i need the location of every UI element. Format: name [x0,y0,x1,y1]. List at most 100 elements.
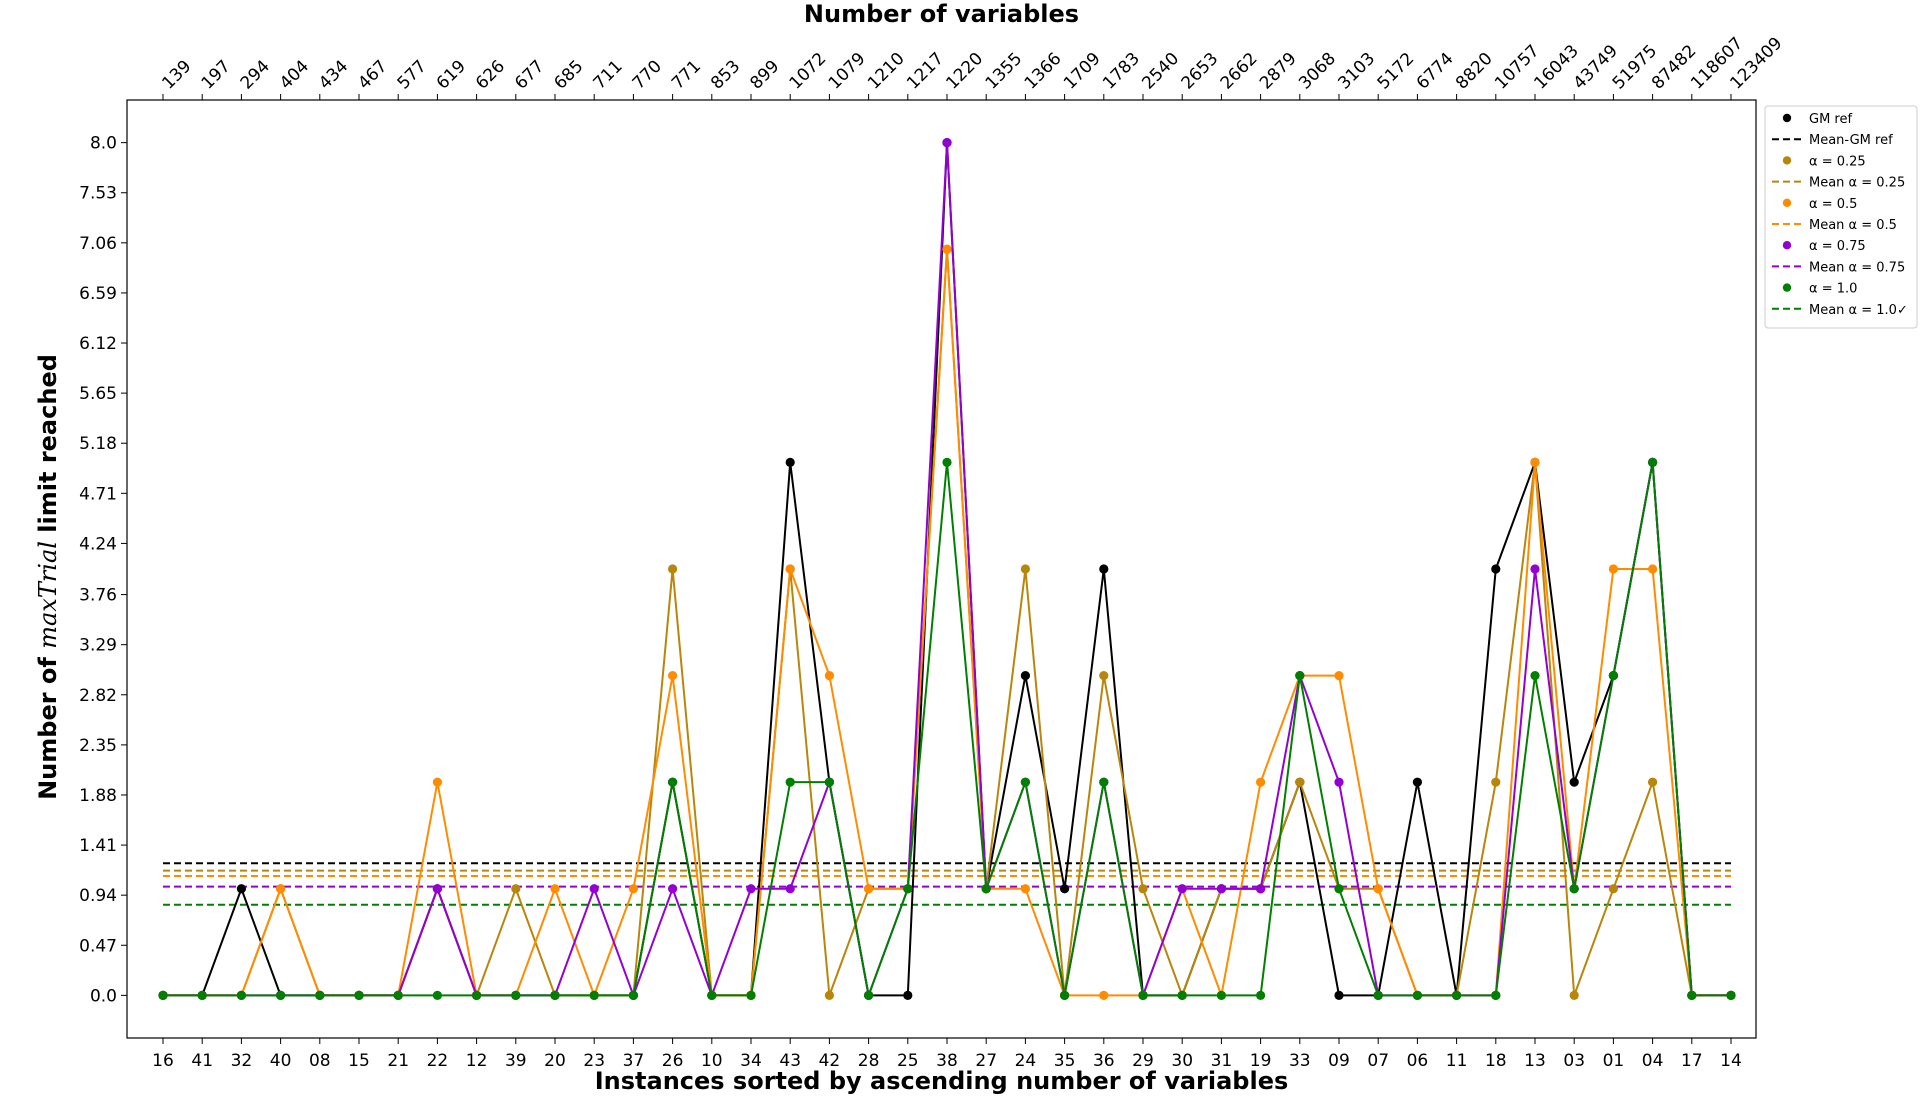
top-tick-label: 677 [511,56,548,93]
legend-label: α = 1.0 [1809,282,1857,297]
data-point [1569,777,1579,787]
y-axis-title-part: Number of [34,649,62,800]
top-tick-label: 3068 [1295,49,1340,94]
data-point [1373,884,1383,894]
data-point [1020,670,1030,681]
data-point [981,884,991,894]
data-point [746,990,756,1000]
top-tick-label: 2653 [1178,49,1223,94]
legend-label: Mean α = 0.25 [1809,176,1905,191]
x-tick-label: 28 [858,1051,880,1071]
data-point [236,884,246,894]
legend-label: α = 0.75 [1809,239,1866,254]
data-point [1726,990,1736,1000]
x-tick-label: 06 [1407,1051,1429,1071]
y-tick-label: 8.0 [90,134,117,154]
data-point [1099,670,1109,681]
series-line [163,462,1731,1000]
legend-label: GM ref [1809,112,1852,127]
x-tick-label: 26 [662,1051,684,1071]
data-point [1138,884,1148,894]
data-point [1491,777,1501,787]
legend-marker [1782,241,1792,250]
x-tick-label: 24 [1015,1051,1037,1071]
data-point [1608,670,1618,681]
top-tick-label: 2662 [1217,49,1262,94]
x-tick-label: 15 [348,1051,370,1071]
data-point [589,884,599,894]
data-point [1020,564,1030,574]
x-tick-label: 30 [1171,1051,1193,1071]
data-point [707,990,717,1000]
top-tick-label: 1220 [942,49,987,94]
x-tick-label: 10 [701,1051,723,1071]
data-point [785,777,795,787]
data-point [668,777,678,787]
data-point [785,564,795,574]
top-tick-label: 139 [158,56,195,93]
top-tick-label: 619 [433,56,470,93]
top-tick-label: 1210 [864,49,909,94]
data-point [824,670,835,681]
y-axis: 0.0 0.47 0.94 1.41 1.88 2.35 2.82 3.29 3.76 4.24 4… [79,134,127,1006]
y-tick-label: 3.76 [79,586,117,606]
data-point [1256,990,1266,1000]
top-tick-label: 6774 [1413,49,1458,94]
legend-marker [1782,198,1792,207]
data-point [1334,990,1344,1000]
data-point [1334,884,1344,894]
x-axis-title: Instances sorted by ascending number of … [595,1067,1289,1095]
data-point [1452,990,1462,1000]
top-tick-label: 1079 [825,49,870,94]
data-point [1334,777,1344,787]
data-point [1099,990,1109,1000]
data-point [864,884,874,894]
data-point [393,990,403,1000]
data-point [354,990,364,1000]
x-tick-label: 27 [975,1051,997,1071]
x-tick-label: 35 [1054,1051,1076,1071]
data-point [550,990,560,1000]
series-line [163,249,1731,1000]
x-tick-label: 31 [1211,1051,1233,1071]
legend: GM ref Mean-GM ref α = 0.25 Mean α = 0.25 α … [1764,105,1918,329]
x-tick-label: 16 [152,1051,174,1071]
legend-frame [1764,105,1918,329]
data-point [432,777,442,787]
data-point [1687,990,1697,1000]
x-tick-label: 04 [1642,1051,1664,1071]
plot-area [126,99,1757,1039]
x-tick-label: 17 [1681,1051,1703,1071]
data-point [746,884,756,894]
data-point [1491,990,1501,1000]
data-point [1256,884,1266,894]
data-point [1648,457,1658,468]
data-point [864,990,874,1000]
x-tick-label: 39 [505,1051,527,1071]
data-point [668,884,678,894]
mean-lines [163,862,1731,906]
top-tick-label: 434 [315,56,352,93]
top-axis-title: Number of variables [804,0,1079,28]
x-tick-label: 09 [1328,1051,1350,1071]
top-tick-label: 294 [237,56,274,93]
y-tick-label: 5.18 [79,434,117,454]
data-point [1491,564,1501,574]
data-point [1569,884,1579,894]
data-point [1530,457,1540,468]
legend-label: Mean α = 0.5 [1809,218,1897,233]
data-point [1334,670,1344,681]
data-point [1020,884,1030,894]
data-point [903,884,913,894]
x-tick-label: 38 [936,1051,958,1071]
data-point [197,990,207,1000]
data-point [276,884,286,894]
data-point [511,990,521,1000]
top-tick-label: 467 [354,56,391,93]
data-point [942,138,952,148]
x-tick-label: 03 [1563,1051,1585,1071]
data-point [1648,564,1658,574]
data-point [1177,990,1187,1000]
